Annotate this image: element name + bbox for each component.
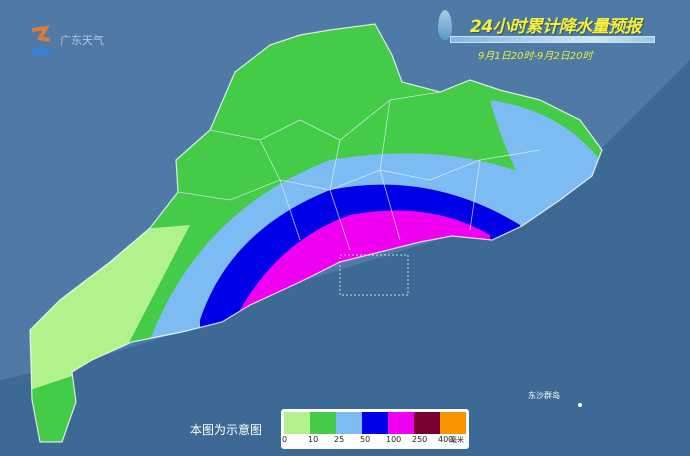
guangdong-weather-logo-icon bbox=[30, 25, 54, 57]
legend-swatch bbox=[362, 412, 388, 434]
legend-swatch bbox=[284, 412, 310, 434]
logo-text: 广东天气 bbox=[60, 34, 104, 47]
raindrop-icon bbox=[438, 10, 452, 40]
dongsha-island-marker bbox=[578, 403, 582, 407]
band-25-50-east bbox=[490, 100, 600, 200]
legend-swatch bbox=[310, 412, 336, 434]
legend-label: 250 bbox=[412, 435, 428, 444]
legend-unit: 毫米 bbox=[450, 436, 464, 444]
city-borders bbox=[29, 23, 603, 443]
legend-label: 100 bbox=[386, 435, 402, 444]
legend-swatch bbox=[336, 412, 362, 434]
schematic-note: 本图为示意图 bbox=[190, 423, 263, 437]
map-title: 24小时累计降水量预报 bbox=[470, 17, 642, 37]
dongsha-islands-label: 东沙群岛 bbox=[528, 391, 560, 400]
legend-swatch bbox=[388, 412, 414, 434]
forecast-period: 9月1日20时-9月2日20时 bbox=[478, 51, 593, 62]
rainfall-legend: 0 10 25 50 100 250 400 毫米 bbox=[281, 409, 469, 449]
legend-label: 50 bbox=[360, 435, 371, 444]
legend-swatch bbox=[440, 412, 466, 434]
legend-label: 25 bbox=[334, 435, 345, 444]
legend-swatch bbox=[414, 412, 440, 434]
title-bar bbox=[450, 36, 655, 43]
legend-label: 400 bbox=[438, 435, 454, 444]
legend-label: 0 bbox=[282, 435, 288, 444]
legend-label: 10 bbox=[308, 435, 319, 444]
hk-macau-box bbox=[339, 254, 409, 296]
